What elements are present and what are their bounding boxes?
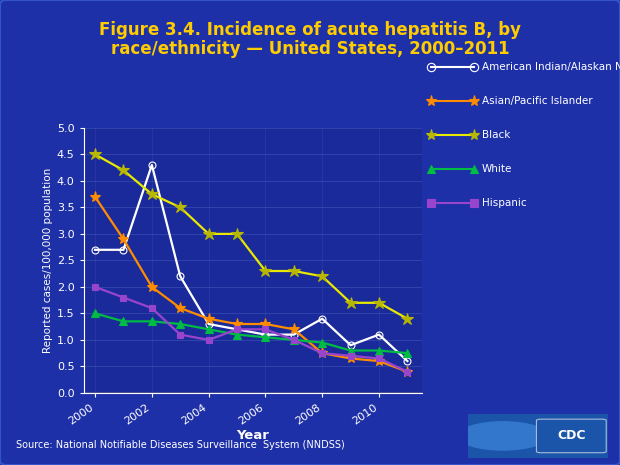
Black xyxy=(120,167,127,173)
American Indian/Alaskan Native xyxy=(262,332,269,338)
Line: Black: Black xyxy=(89,148,414,325)
Hispanic xyxy=(290,337,298,343)
Text: CDC: CDC xyxy=(557,429,585,442)
White xyxy=(404,351,411,356)
Line: Asian/Pacific Islander: Asian/Pacific Islander xyxy=(89,191,413,377)
Hispanic xyxy=(347,353,355,359)
White xyxy=(120,319,127,324)
Line: White: White xyxy=(91,309,412,357)
Black xyxy=(233,231,241,237)
American Indian/Alaskan Native xyxy=(290,332,298,338)
Hispanic xyxy=(319,351,326,356)
Line: Hispanic: Hispanic xyxy=(92,284,411,375)
Asian/Pacific Islander xyxy=(262,321,269,327)
Asian/Pacific Islander xyxy=(91,194,99,199)
Black xyxy=(375,300,383,306)
Asian/Pacific Islander xyxy=(319,351,326,356)
Asian/Pacific Islander xyxy=(233,321,241,327)
Asian/Pacific Islander xyxy=(347,356,355,361)
Asian/Pacific Islander xyxy=(177,306,184,311)
American Indian/Alaskan Native xyxy=(233,326,241,332)
FancyBboxPatch shape xyxy=(536,419,606,453)
White xyxy=(177,321,184,327)
Asian/Pacific Islander xyxy=(290,326,298,332)
Hispanic xyxy=(205,337,213,343)
White xyxy=(205,326,213,332)
American Indian/Alaskan Native xyxy=(177,273,184,279)
Black xyxy=(319,273,326,279)
Hispanic xyxy=(262,326,269,332)
Text: Hispanic: Hispanic xyxy=(482,198,526,208)
Asian/Pacific Islander xyxy=(120,236,127,242)
American Indian/Alaskan Native xyxy=(91,247,99,252)
X-axis label: Year: Year xyxy=(236,429,269,442)
Asian/Pacific Islander xyxy=(205,316,213,321)
Hispanic xyxy=(120,295,127,300)
Text: Figure 3.4. Incidence of acute hepatitis B, by: Figure 3.4. Incidence of acute hepatitis… xyxy=(99,21,521,39)
White xyxy=(290,337,298,343)
FancyBboxPatch shape xyxy=(461,412,614,460)
Black xyxy=(205,231,213,237)
Hispanic xyxy=(148,306,156,311)
Black xyxy=(290,268,298,274)
White xyxy=(233,332,241,338)
Hispanic xyxy=(91,284,99,290)
White xyxy=(91,311,99,316)
Text: White: White xyxy=(482,164,512,174)
Text: Asian/Pacific Islander: Asian/Pacific Islander xyxy=(482,96,592,106)
Circle shape xyxy=(458,422,547,450)
Black xyxy=(347,300,355,306)
Text: race/ethnicity — United States, 2000–2011: race/ethnicity — United States, 2000–201… xyxy=(111,40,509,58)
Asian/Pacific Islander xyxy=(148,284,156,290)
White xyxy=(262,334,269,340)
American Indian/Alaskan Native xyxy=(120,247,127,252)
White xyxy=(375,348,383,353)
White xyxy=(347,348,355,353)
Hispanic xyxy=(404,369,411,374)
Asian/Pacific Islander xyxy=(404,369,411,374)
American Indian/Alaskan Native xyxy=(319,316,326,321)
Hispanic xyxy=(233,326,241,332)
Text: Source: National Notifiable Diseases Surveillance  System (NNDSS): Source: National Notifiable Diseases Sur… xyxy=(16,440,344,451)
Black xyxy=(91,152,99,157)
Text: American Indian/Alaskan Native: American Indian/Alaskan Native xyxy=(482,62,620,73)
Black xyxy=(404,316,411,321)
Black xyxy=(148,192,156,197)
Y-axis label: Reported cases/100,000 population: Reported cases/100,000 population xyxy=(43,168,53,353)
American Indian/Alaskan Native xyxy=(404,359,411,364)
Black xyxy=(177,205,184,210)
Line: American Indian/Alaskan Native: American Indian/Alaskan Native xyxy=(92,161,411,365)
White xyxy=(148,319,156,324)
American Indian/Alaskan Native xyxy=(205,321,213,327)
American Indian/Alaskan Native xyxy=(148,162,156,168)
White xyxy=(319,340,326,345)
Hispanic xyxy=(177,332,184,338)
Asian/Pacific Islander xyxy=(375,359,383,364)
American Indian/Alaskan Native xyxy=(347,342,355,348)
American Indian/Alaskan Native xyxy=(375,332,383,338)
Hispanic xyxy=(375,356,383,361)
Black xyxy=(262,268,269,274)
Text: Black: Black xyxy=(482,130,510,140)
